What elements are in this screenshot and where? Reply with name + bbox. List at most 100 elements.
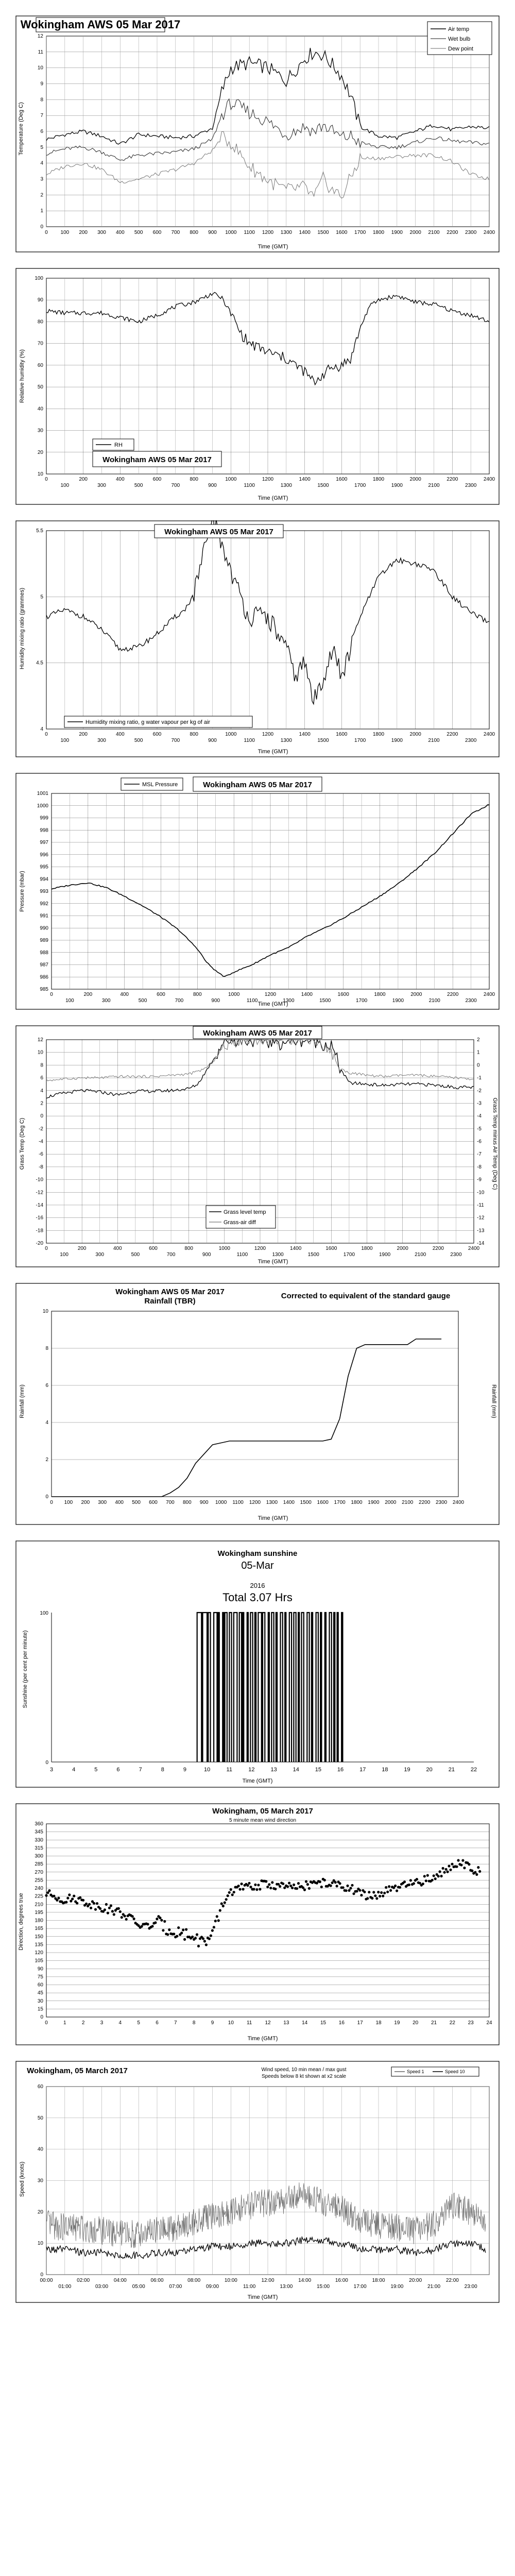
direction-point [132,1917,135,1920]
chart-title: Wokingham AWS 05 Mar 2017 [21,18,181,31]
direction-point [412,1882,416,1885]
x-tick-label: 08:00 [187,2278,200,2283]
y-tick-label: 165 [35,1926,43,1931]
x-tick-label: 10:00 [225,2278,237,2283]
x-tick-label: 300 [98,1500,107,1505]
x-tick-label-minor: 2100 [428,738,440,743]
direction-point [79,1896,82,1899]
x-tick-label: 12:00 [261,2278,274,2283]
x-tick-label: 11 [227,1767,232,1773]
y-tick-label: 30 [38,2178,44,2184]
series-line-0 [46,47,490,145]
direction-point [377,1891,380,1894]
direction-point [437,1875,440,1878]
direction-point [109,1904,112,1907]
x-tick-label: 400 [113,1246,122,1251]
direction-point [478,1870,482,1873]
direction-point [446,1870,449,1873]
pressure-chart-svg: 985 986 987 988 989 990 991 992 993 994 995 996 997 9… [15,773,500,1010]
x-tick-label-minor: 1500 [319,998,331,1004]
y-tick-label: 3 [40,177,43,182]
x-tick-label-minor: 500 [134,738,143,743]
chart-title: Wokingham sunshine [218,1549,298,1558]
direction-point [380,1891,383,1894]
x-tick-label-minor: 700 [167,1252,176,1258]
direction-point [385,1886,388,1889]
x-tick-label: 600 [149,1246,158,1251]
y-tick-label: 240 [35,1886,43,1891]
direction-point [105,1903,108,1906]
direction-point [371,1896,374,1900]
direction-point [228,1891,231,1894]
x-tick-label: 400 [115,1500,124,1505]
x-tick-label: 600 [153,477,162,482]
y-tick-label: 1000 [37,803,49,809]
x-tick-label: 14 [293,1767,299,1773]
x-tick-label: 18 [375,2020,382,2026]
chart-title: Wokingham AWS 05 Mar 2017 [102,455,212,464]
x-tick-label: 800 [190,732,198,737]
direction-point [220,1902,223,1905]
direction-point [283,1886,286,1889]
y-tick-label: 994 [40,876,48,882]
direction-point [88,1903,91,1906]
y-tick-label: 270 [35,1870,43,1875]
direction-point [331,1881,334,1884]
x-tick-label-minor: 1700 [356,998,368,1004]
x-tick-label: 1800 [361,1246,373,1251]
x-tick-label: 1400 [290,1246,302,1251]
y-tick-label: 90 [38,297,44,303]
y-tick-label: 10 [38,2241,44,2246]
direction-point [323,1878,326,1882]
x-tick-label: 800 [183,1500,192,1505]
direction-point [249,1886,252,1889]
direction-point [85,1902,88,1905]
direction-point [159,1917,162,1920]
direction-point [409,1879,413,1882]
x-axis-label: Time (GMT) [258,1515,288,1521]
x-tick-label: 22 [450,2020,456,2026]
y-tick-label: 2 [40,192,43,198]
y-tick-label: 90 [38,1966,44,1972]
x-tick-label: 1800 [351,1500,363,1505]
y-tick-label: 0 [45,1760,48,1766]
y-tick-label: 10 [38,65,44,71]
direction-point [421,1883,424,1886]
direction-point [56,1899,59,1902]
panel-frame [15,1540,500,1788]
x-tick-label: 200 [81,1500,90,1505]
direction-point [182,1928,185,1931]
direction-point [221,1905,225,1908]
x-tick-label: 2100 [402,1500,414,1505]
direction-point [468,1863,471,1866]
y-tick-label: 12 [38,33,44,39]
direction-point [209,1934,212,1937]
direction-point [335,1885,338,1888]
direction-point [341,1886,345,1889]
x-tick-label: 200 [78,1246,87,1251]
x-tick-label: 1000 [225,477,237,482]
x-tick-label: 7 [174,2020,177,2026]
direction-point [201,1937,205,1940]
x-tick-label: 600 [153,732,162,737]
y-tick-label-right: -5 [477,1126,482,1132]
x-tick-label-minor: 07:00 [169,2284,182,2290]
chart-title: Wokingham AWS 05 Mar 2017 [203,781,312,789]
x-tick-label-minor: 15:00 [317,2284,330,2290]
direction-point [98,1907,102,1910]
direction-point [180,1931,183,1935]
x-tick-label-minor: 1100 [237,1252,248,1258]
x-tick-label: 800 [190,477,198,482]
y-tick-label: 8 [40,1062,43,1068]
y-tick-label-right: -2 [477,1088,482,1094]
direction-point [351,1884,354,1887]
y-tick-label: -4 [39,1139,43,1145]
direction-point [177,1926,180,1929]
x-tick-label: 700 [171,230,180,235]
chart-title: Wokingham AWS 05 Mar 2017 [203,1029,312,1038]
y-tick-label: 4 [40,1088,43,1094]
y-tick-label: 10 [38,471,44,477]
y-tick-label: 210 [35,1902,43,1907]
chart-title-box [92,451,222,467]
